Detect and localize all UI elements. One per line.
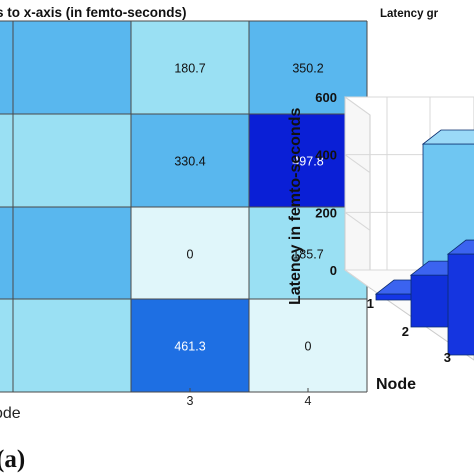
- heatmap-value-labels: 180.7 330.4 0 461.3 350.2 497.8 185.7 0: [174, 62, 323, 354]
- heatmap-cell-cropped: [13, 21, 131, 114]
- bar3d-bars: [374, 129, 474, 356]
- bar3d-z-tick-label: 200: [315, 205, 337, 220]
- bar3d-grid-line: [344, 211, 371, 231]
- heatmap-value-label: 461.3: [174, 340, 205, 354]
- heatmap-value-label: 185.7: [292, 248, 323, 262]
- heatmap-cell: [131, 207, 249, 300]
- heatmap-cell: [131, 114, 249, 207]
- heatmap-cell-cropped: [13, 114, 131, 207]
- bar3d-bar-back: [421, 129, 474, 269]
- bar3d-bar-node-3: [446, 239, 474, 356]
- heatmap-value-label: 0: [305, 340, 312, 354]
- bar3d-z-ticks: 0 200 400 600: [315, 90, 337, 278]
- heatmap-cell: [131, 299, 249, 392]
- bar3d-grid-line: [344, 269, 371, 289]
- heatmap-grid: [0, 20, 368, 393]
- heatmap-cell-cropped: [0, 299, 13, 392]
- bar3d-node-tick-label: 1: [367, 296, 374, 311]
- bar3d-title: Latency gr: [380, 8, 439, 20]
- heatmap-value-label: 180.7: [174, 62, 205, 76]
- heatmap-title: s to x-axis (in femto-seconds): [0, 5, 187, 20]
- heatmap-cell: [131, 21, 249, 114]
- bar3d-y-axis-label: Latency in femto-seconds: [287, 108, 304, 305]
- heatmap-x-axis-label: ode: [0, 405, 21, 422]
- bar3d-node-tick-label: 3: [444, 350, 451, 365]
- heatmap-value-label: 330.4: [174, 155, 205, 169]
- heatmap-x-tick-label: 4: [305, 394, 312, 408]
- bar3d-grid-line: [344, 154, 371, 174]
- bar3d-bar-node-1-front: [375, 293, 415, 301]
- bar3d-side-wall: [344, 96, 371, 289]
- heatmap-value-label: 0: [187, 248, 194, 262]
- bar3d-bar-node-3-top: [446, 239, 474, 255]
- bar3d-z-tick-label: 400: [315, 148, 337, 163]
- heatmap-cell-cropped: [0, 21, 13, 114]
- bar3d-bar-node-3-front: [447, 253, 474, 356]
- bar3d-bar-back-top: [421, 129, 474, 145]
- bar3d-z-tick-label: 600: [315, 90, 337, 105]
- bar3d-node-tick-label: 2: [402, 324, 409, 339]
- heatmap-cell-cropped: [13, 207, 131, 300]
- heatmap-cell-cropped: [13, 299, 131, 392]
- bar3d-grid-line: [344, 96, 371, 116]
- heatmap-cell-cropped: [0, 207, 13, 300]
- heatmap-cell: [249, 299, 367, 392]
- heatmap-cell-cropped: [0, 114, 13, 207]
- bar3d-chart: Latency gr 0 200 400 600 1 2 3 Latency in fem…: [287, 8, 474, 393]
- heatmap-x-tick-label: 3: [187, 394, 194, 408]
- bar3d-z-tick-label: 0: [330, 263, 337, 278]
- bar3d-x-axis-label: Node: [376, 376, 416, 393]
- panel-label-a: (a): [0, 446, 25, 473]
- bar3d-bar-node-2-front: [410, 274, 450, 328]
- heatmap-value-label: 350.2: [292, 62, 323, 76]
- heatmap-chart: s to x-axis (in femto-seconds) 180.7 330.…: [0, 5, 368, 473]
- heatmap-value-label: 497.8: [292, 155, 323, 169]
- bar3d-node-ticks: 1 2 3: [367, 296, 451, 365]
